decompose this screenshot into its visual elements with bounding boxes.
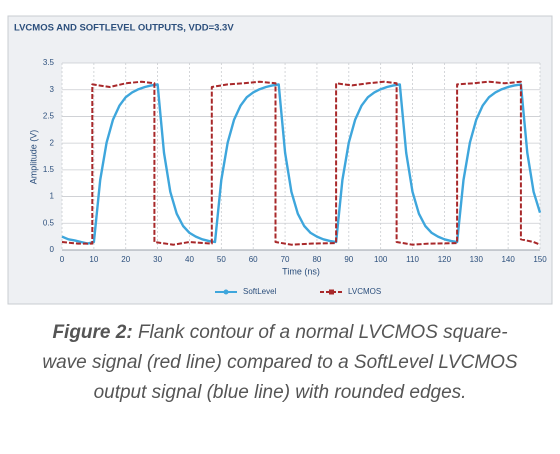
x-tick-label: 80: [312, 255, 321, 264]
legend-marker: [223, 289, 229, 295]
chart: LVCMOS AND SOFTLEVEL OUTPUTS, VDD=3.3V T…: [7, 15, 553, 305]
x-tick-label: 90: [344, 255, 353, 264]
y-tick-label: 3: [50, 85, 55, 94]
x-tick-label: 70: [281, 255, 290, 264]
x-tick-label: 40: [185, 255, 194, 264]
x-tick-label: 10: [89, 255, 98, 264]
series-line: [61, 83, 542, 245]
y-axis-label: Amplitude (V): [28, 130, 38, 185]
x-tick-label: 120: [438, 255, 452, 264]
x-tick-label: 150: [533, 255, 547, 264]
x-tick-label: 100: [374, 255, 388, 264]
caption-label: Figure 2:: [52, 322, 133, 343]
x-tick-label: 20: [121, 255, 130, 264]
x-tick-label: 110: [406, 255, 419, 264]
x-tick-label: 30: [153, 255, 162, 264]
caption: Figure 2: Flank contour of a normal LVCM…: [40, 318, 520, 408]
y-tick-label: 0: [50, 245, 55, 254]
y-tick-label: 1.5: [43, 165, 55, 174]
x-axis-label: Time (ns): [282, 266, 320, 276]
y-tick-label: 2: [50, 138, 55, 147]
y-tick-label: 3.5: [43, 58, 55, 67]
legend-label: SoftLevel: [243, 287, 277, 296]
x-tick-label: 60: [249, 255, 258, 264]
legend-marker: [329, 289, 334, 295]
chart-title: LVCMOS AND SOFTLEVEL OUTPUTS, VDD=3.3V: [14, 23, 234, 34]
caption-text: Flank contour of a normal LVCMOS square-…: [42, 322, 518, 403]
y-tick-label: 2.5: [43, 112, 55, 121]
legend-label: LVCMOS: [348, 287, 381, 296]
series-line: [61, 80, 541, 246]
x-tick-label: 50: [217, 255, 226, 264]
y-tick-label: 0.5: [43, 218, 55, 227]
y-tick-label: 1: [50, 192, 55, 201]
x-tick-label: 140: [501, 255, 515, 264]
x-tick-label: 130: [470, 255, 484, 264]
x-tick-label: 0: [60, 255, 65, 264]
